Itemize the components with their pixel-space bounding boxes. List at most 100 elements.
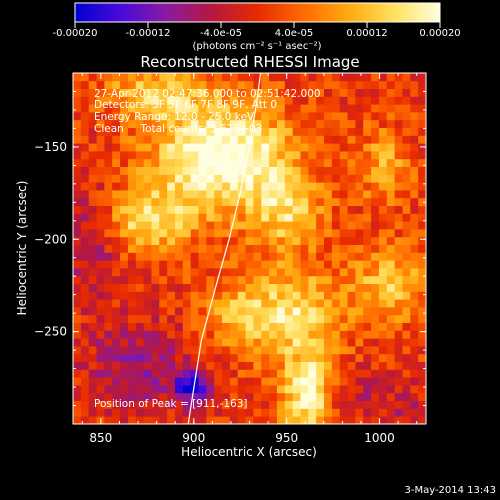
heatmap-cell bbox=[316, 174, 325, 183]
heatmap-cell bbox=[394, 158, 403, 167]
colorbar-gradient bbox=[74, 2, 441, 23]
heatmap-cell bbox=[229, 369, 239, 378]
heatmap-cell bbox=[324, 338, 333, 347]
heatmap-cell bbox=[386, 385, 396, 394]
heatmap-cell bbox=[378, 377, 388, 386]
heatmap-cell bbox=[159, 182, 168, 191]
heatmap-cell bbox=[127, 252, 137, 261]
heatmap-cell bbox=[229, 197, 239, 206]
heatmap-cell bbox=[159, 353, 168, 362]
heatmap-cell bbox=[96, 158, 105, 167]
heatmap-cell bbox=[371, 73, 380, 82]
heatmap-cell bbox=[167, 268, 176, 277]
heatmap-cell bbox=[308, 135, 317, 144]
heatmap-cell bbox=[159, 291, 168, 300]
heatmap-cell bbox=[292, 260, 301, 269]
heatmap-cell bbox=[237, 307, 246, 316]
heatmap-cell bbox=[151, 260, 160, 269]
heatmap-cell bbox=[159, 416, 168, 424]
heatmap-cell bbox=[363, 385, 372, 394]
heatmap-cell bbox=[324, 80, 333, 89]
heatmap-cell bbox=[167, 307, 176, 316]
heatmap-cell bbox=[222, 385, 231, 394]
heatmap-cell bbox=[418, 174, 426, 183]
heatmap-cell bbox=[308, 330, 317, 339]
heatmap-cell bbox=[80, 338, 90, 347]
heatmap-cell bbox=[143, 268, 152, 277]
heatmap-cell bbox=[292, 408, 301, 417]
heatmap-cell bbox=[127, 104, 137, 113]
heatmap-cell bbox=[222, 260, 231, 269]
heatmap-cell bbox=[73, 307, 82, 316]
heatmap-cell bbox=[80, 369, 90, 378]
heatmap-cell bbox=[127, 166, 137, 175]
heatmap-cell bbox=[127, 127, 137, 136]
heatmap-cell bbox=[418, 151, 426, 160]
heatmap-cell bbox=[394, 392, 403, 401]
heatmap-cell bbox=[276, 88, 286, 97]
heatmap-cell bbox=[88, 73, 97, 82]
heatmap-cell bbox=[300, 283, 309, 292]
heatmap-cell bbox=[245, 260, 254, 269]
heatmap-cell bbox=[190, 96, 199, 105]
heatmap-cell bbox=[394, 197, 403, 206]
heatmap-cell bbox=[73, 385, 82, 394]
heatmap-cell bbox=[300, 408, 309, 417]
heatmap-cell bbox=[316, 346, 325, 355]
heatmap-cell bbox=[96, 385, 105, 394]
heatmap-cell bbox=[174, 385, 184, 394]
heatmap-cell bbox=[331, 322, 341, 331]
heatmap-cell bbox=[324, 119, 333, 128]
heatmap-cell bbox=[363, 73, 372, 82]
heatmap-cell bbox=[174, 346, 184, 355]
heatmap-cell bbox=[284, 151, 294, 160]
heatmap-cell bbox=[386, 283, 396, 292]
heatmap-cell bbox=[167, 104, 176, 113]
heatmap-cell bbox=[292, 135, 301, 144]
heatmap-cell bbox=[371, 283, 380, 292]
heatmap-cell bbox=[284, 135, 294, 144]
heatmap-cell bbox=[112, 330, 121, 339]
heatmap-cell bbox=[214, 213, 223, 222]
heatmap-cell bbox=[167, 299, 176, 308]
heatmap-cell bbox=[245, 151, 254, 160]
heatmap-cell bbox=[182, 338, 192, 347]
heatmap-cell bbox=[135, 112, 144, 121]
heatmap-cell bbox=[355, 73, 364, 82]
heatmap-cell bbox=[276, 96, 286, 105]
heatmap-cell bbox=[245, 166, 254, 175]
heatmap-cell bbox=[127, 408, 137, 417]
heatmap-cell bbox=[127, 244, 137, 253]
heatmap-cell bbox=[120, 322, 129, 331]
heatmap-cell bbox=[104, 291, 113, 300]
heatmap-cell bbox=[292, 268, 301, 277]
heatmap-cell bbox=[73, 197, 82, 206]
heatmap-cell bbox=[347, 338, 356, 347]
heatmap-cell bbox=[80, 330, 90, 339]
heatmap-cell bbox=[127, 158, 137, 167]
heatmap-cell bbox=[73, 135, 82, 144]
heatmap-cell bbox=[316, 221, 325, 230]
heatmap-cell bbox=[253, 166, 262, 175]
heatmap-cell bbox=[308, 143, 317, 152]
heatmap-cell bbox=[104, 104, 113, 113]
heatmap-cell bbox=[284, 377, 294, 386]
heatmap-cell bbox=[88, 112, 97, 121]
heatmap-cell bbox=[127, 112, 137, 121]
heatmap-cell bbox=[222, 369, 231, 378]
heatmap-cell bbox=[120, 338, 129, 347]
heatmap-cell bbox=[339, 205, 348, 214]
heatmap-cell bbox=[174, 236, 184, 245]
heatmap-cell bbox=[96, 314, 105, 323]
heatmap-cell bbox=[127, 236, 137, 245]
heatmap-cell bbox=[88, 190, 97, 199]
heatmap-cell bbox=[88, 205, 97, 214]
heatmap-cell bbox=[316, 80, 325, 89]
heatmap-cell bbox=[363, 135, 372, 144]
heatmap-cell bbox=[229, 291, 239, 300]
heatmap-cell bbox=[261, 213, 270, 222]
heatmap-cell bbox=[410, 369, 419, 378]
heatmap-cell bbox=[402, 143, 411, 152]
heatmap-cell bbox=[112, 260, 121, 269]
heatmap-cell bbox=[269, 353, 278, 362]
